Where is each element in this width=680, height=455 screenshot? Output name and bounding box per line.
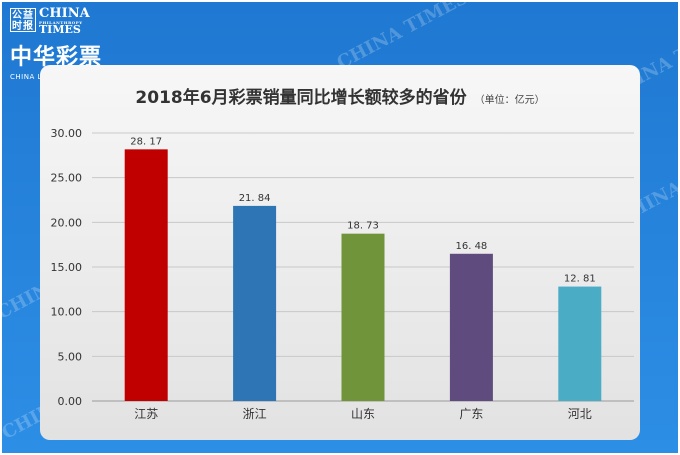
times-philanthropy: PHILANTHROPY [39, 20, 83, 25]
x-tick-label: 广东 [459, 407, 483, 421]
bar [558, 286, 602, 401]
x-tick-label: 山东 [351, 407, 375, 421]
data-label: 28. 17 [130, 136, 162, 147]
y-tick-label: 25.00 [51, 172, 83, 185]
y-tick-label: 5.00 [58, 350, 83, 363]
y-tick-label: 15.00 [51, 261, 83, 274]
y-tick-label: 0.00 [58, 395, 83, 408]
chart-title-text: 2018年6月彩票销量同比增长额较多的省份 [135, 88, 467, 108]
times-china: CHINA [39, 6, 90, 21]
data-label: 12. 81 [564, 274, 596, 285]
y-tick-label: 20.00 [51, 216, 83, 229]
bar [341, 233, 385, 401]
chart-unit-note: （单位：亿元） [474, 95, 545, 106]
chart-title: 2018年6月彩票销量同比增长额较多的省份 （单位：亿元） [0, 83, 680, 108]
data-label: 16. 48 [455, 241, 487, 252]
times-times: TIMES [39, 23, 81, 36]
data-label: 18. 73 [347, 221, 379, 232]
x-tick-label: 江苏 [134, 407, 158, 421]
y-tick-label: 30.00 [51, 127, 83, 140]
data-label: 21. 84 [239, 193, 271, 204]
x-tick-label: 河北 [568, 407, 592, 421]
bar [124, 149, 168, 401]
y-tick-label: 10.00 [51, 306, 83, 319]
times-wordmark: CHINA PHILANTHROPY TIMES [39, 6, 90, 36]
bar [233, 205, 277, 401]
x-tick-label: 浙江 [243, 407, 267, 421]
seal-logo: 公益时报 [10, 8, 36, 32]
bar [449, 253, 493, 401]
